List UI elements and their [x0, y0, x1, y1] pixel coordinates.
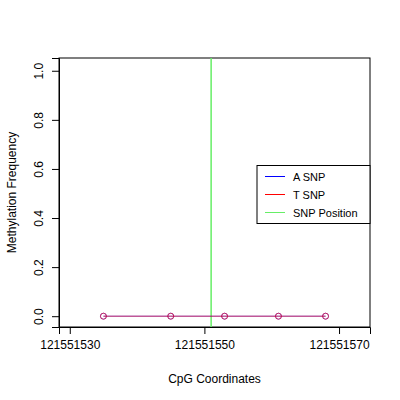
legend-label: A SNP	[293, 171, 325, 183]
x-axis: 121551530 121551550 121551570	[40, 327, 370, 352]
legend-swatch	[265, 176, 285, 177]
y-tick: 0.4	[32, 210, 59, 227]
series-line	[103, 316, 325, 317]
series-point	[222, 313, 228, 319]
y-tick: 1.0	[32, 63, 59, 80]
y-tick-label: 0.4	[32, 210, 46, 227]
y-tick-mark	[52, 71, 59, 72]
y-tick-label: 1.0	[32, 63, 46, 80]
series-point	[100, 313, 106, 319]
y-axis: 0.0 0.2 0.4 0.6 0.8 1.0	[32, 59, 60, 328]
x-axis-title: CpG Coordinates	[168, 372, 261, 386]
y-tick: 0.6	[32, 161, 59, 178]
series-line	[103, 316, 325, 317]
x-tick-mark	[70, 327, 71, 334]
legend-swatch	[265, 212, 285, 213]
legend-label: SNP Position	[293, 207, 358, 219]
legend: A SNP T SNP SNP Position	[257, 166, 370, 224]
y-tick: 0.8	[32, 112, 59, 129]
y-tick: 0.0	[32, 308, 59, 325]
y-tick-label: 0.8	[32, 112, 46, 129]
x-tick-label: 121551550	[175, 338, 235, 352]
legend-box	[257, 166, 370, 224]
x-tick-mark	[204, 327, 205, 334]
chart: 1215515301215515501215515700.00.20.40.60…	[0, 0, 400, 400]
series-point	[323, 313, 329, 319]
x-tick: 121551550	[175, 327, 235, 352]
plot-frame	[59, 58, 370, 327]
x-axis-line	[60, 328, 371, 335]
y-tick-mark	[52, 267, 59, 268]
y-axis-line	[52, 59, 60, 328]
series-point	[275, 313, 281, 319]
y-tick-mark	[52, 120, 59, 121]
y-axis-title: Methylation Frequency	[5, 132, 19, 253]
y-tick-label: 0.2	[32, 259, 46, 276]
y-tick-mark	[52, 169, 59, 170]
x-tick: 121551530	[40, 327, 100, 352]
x-tick-mark	[339, 327, 340, 334]
legend-label: T SNP	[293, 189, 325, 201]
x-tick: 121551570	[309, 327, 369, 352]
y-tick-label: 0.0	[32, 308, 46, 325]
y-tick-label: 0.6	[32, 161, 46, 178]
snp-position-line	[210, 58, 212, 327]
x-tick-label: 121551570	[309, 338, 369, 352]
legend-swatch	[265, 194, 285, 195]
x-tick-label: 121551530	[40, 338, 100, 352]
series-point	[168, 313, 174, 319]
y-tick: 0.2	[32, 259, 59, 276]
y-tick-mark	[52, 218, 59, 219]
y-tick-mark	[52, 316, 59, 317]
plot-area	[100, 58, 328, 327]
